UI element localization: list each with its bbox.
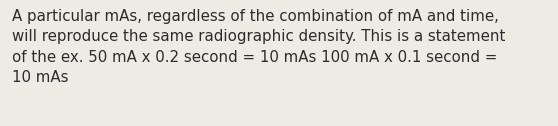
Text: A particular mAs, regardless of the combination of mA and time,
will reproduce t: A particular mAs, regardless of the comb… bbox=[12, 9, 506, 85]
